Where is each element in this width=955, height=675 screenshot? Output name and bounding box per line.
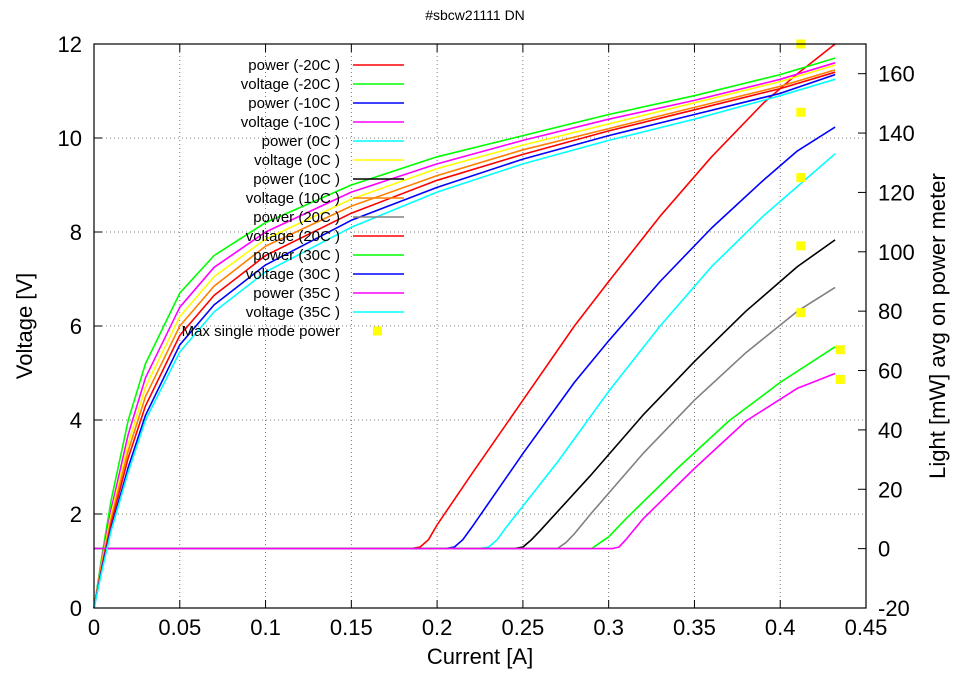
y-tick-label: 4 (70, 408, 82, 433)
legend-label: power (10C ) (253, 171, 340, 188)
chart-title: #sbcw21111 DN (425, 7, 525, 23)
x-tick-label: 0.4 (765, 615, 796, 640)
y2-tick-label: 120 (878, 180, 915, 205)
ticks: 0 0.05 0.1 0.15 0.2 0.25 0.3 0.35 0.4 0.45 0 2 4 6 8 10… (58, 32, 915, 640)
x-axis-label: Current [A] (427, 644, 533, 669)
x-tick-label: 0.45 (845, 615, 888, 640)
max-power-marker (835, 374, 845, 384)
series-line-1 (93, 57, 836, 609)
max-power-marker (796, 107, 806, 117)
series-line-3 (93, 62, 836, 609)
y-tick-label: 2 (70, 502, 82, 527)
y2-tick-label: 0 (878, 537, 890, 562)
series-line-13 (93, 78, 836, 609)
marker-layer (796, 39, 845, 384)
max-power-marker (796, 241, 806, 251)
y2-axis-label: Light [mW] avg on power meter (925, 173, 950, 479)
x-tick-label: 0.3 (593, 615, 624, 640)
legend-label: power (0C ) (262, 133, 340, 150)
x-tick-label: 0.1 (250, 615, 281, 640)
legend-label: voltage (0C ) (254, 152, 340, 169)
series-layer (93, 43, 836, 609)
legend-label: power (-20C ) (248, 57, 340, 74)
series-line-12 (94, 372, 836, 550)
legend-label: power (30C ) (253, 247, 340, 264)
legend-label: voltage (20C ) (246, 228, 340, 245)
legend-label: voltage (-10C ) (241, 114, 340, 131)
legend-label: Max single mode power (182, 323, 340, 340)
series-line-0 (94, 43, 836, 550)
x-tick-label: 0.2 (422, 615, 453, 640)
y2-tick-label: 40 (878, 418, 902, 443)
legend-label: power (-10C ) (248, 95, 340, 112)
series-line-10 (94, 346, 836, 550)
y2-tick-label: 160 (878, 62, 915, 87)
y2-tick-label: 100 (878, 240, 915, 265)
series-line-4 (94, 153, 836, 550)
y-tick-label: 0 (70, 596, 82, 621)
y-tick-label: 8 (70, 220, 82, 245)
x-tick-label: 0 (88, 615, 100, 640)
grid (94, 44, 866, 608)
legend-label: voltage (35C ) (246, 304, 340, 321)
series-line-5 (93, 64, 836, 609)
y2-tick-label: 60 (878, 359, 902, 384)
y2-tick-label: 140 (878, 121, 915, 146)
y-tick-label: 10 (58, 126, 82, 151)
max-power-marker (796, 308, 806, 318)
legend-label: voltage (30C ) (246, 266, 340, 283)
y2-tick-label: 20 (878, 477, 902, 502)
max-power-marker (835, 345, 845, 355)
series-line-9 (93, 71, 836, 609)
y2-tick-label: 80 (878, 299, 902, 324)
y2-tick-label: -20 (878, 596, 910, 621)
x-tick-label: 0.15 (330, 615, 373, 640)
x-tick-label: 0.05 (158, 615, 201, 640)
x-tick-label: 0.35 (673, 615, 716, 640)
max-power-marker (796, 173, 806, 183)
y-axis-label: Voltage [V] (12, 273, 37, 379)
y-tick-label: 6 (70, 314, 82, 339)
series-line-2 (94, 126, 836, 550)
series-line-8 (94, 286, 836, 550)
legend-marker-swatch (373, 326, 382, 336)
legend-label: voltage (-20C ) (241, 76, 340, 93)
series-line-7 (93, 69, 836, 609)
legend: power (-20C ) voltage (-20C ) power (-10C … (182, 57, 404, 340)
legend-label: voltage (10C ) (246, 190, 340, 207)
y-tick-label: 12 (58, 32, 82, 57)
x-tick-label: 0.25 (501, 615, 544, 640)
legend-label: power (35C ) (253, 285, 340, 302)
legend-label: power (20C ) (253, 209, 340, 226)
series-line-11 (93, 73, 836, 609)
series-line-6 (94, 239, 836, 550)
